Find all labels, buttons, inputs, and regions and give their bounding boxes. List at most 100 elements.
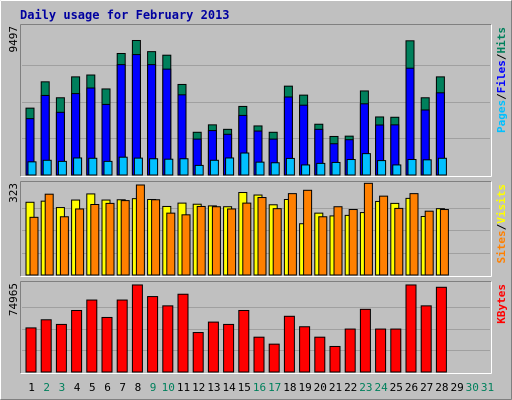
panel-traffic-legend: Pages/Files/Hits bbox=[495, 27, 508, 133]
bar-visits-day-9 bbox=[151, 199, 161, 276]
bar-pages-day-22 bbox=[346, 159, 356, 176]
bar-kbytes-day-7 bbox=[116, 299, 128, 373]
bar-pages-day-3 bbox=[57, 160, 67, 176]
bar-kbytes-day-28 bbox=[435, 286, 447, 373]
x-tick-label-day-21: 21 bbox=[329, 381, 342, 394]
bar-kbytes-day-14 bbox=[223, 323, 235, 373]
x-tick-label-day-25: 25 bbox=[390, 381, 403, 394]
x-tick-label-day-10: 10 bbox=[162, 381, 175, 394]
bar-pages-day-18 bbox=[285, 157, 295, 176]
bar-pages-day-23 bbox=[361, 153, 371, 176]
bar-kbytes-day-13 bbox=[207, 321, 219, 373]
bar-kbytes-day-19 bbox=[299, 326, 311, 373]
bar-visits-day-25 bbox=[394, 207, 404, 276]
bar-kbytes-day-10 bbox=[162, 305, 174, 373]
bar-kbytes-day-25 bbox=[390, 328, 402, 373]
x-tick-label-day-6: 6 bbox=[104, 381, 111, 394]
bar-visits-day-17 bbox=[272, 208, 282, 276]
bar-visits-day-22 bbox=[348, 209, 358, 276]
x-tick-label-day-11: 11 bbox=[177, 381, 190, 394]
bar-kbytes-day-3 bbox=[55, 323, 67, 373]
legend-entry: / bbox=[495, 223, 508, 230]
bar-pages-day-27 bbox=[422, 159, 432, 176]
x-tick-label-day-27: 27 bbox=[420, 381, 433, 394]
x-tick-label-day-12: 12 bbox=[192, 381, 205, 394]
bar-pages-day-17 bbox=[270, 162, 280, 176]
bar-pages-day-13 bbox=[209, 159, 219, 176]
bar-pages-day-7 bbox=[118, 156, 128, 176]
bar-pages-day-11 bbox=[179, 158, 189, 176]
legend-entry: Hits bbox=[495, 27, 508, 54]
bar-kbytes-day-16 bbox=[253, 336, 265, 373]
bar-pages-day-9 bbox=[149, 158, 159, 176]
x-tick-label-day-26: 26 bbox=[405, 381, 418, 394]
x-tick-label-day-15: 15 bbox=[238, 381, 251, 394]
x-tick-label-day-17: 17 bbox=[268, 381, 281, 394]
bar-visits-day-5 bbox=[90, 204, 100, 276]
bar-pages-day-12 bbox=[194, 164, 204, 176]
legend-entry: Files bbox=[495, 60, 508, 93]
bar-pages-day-15 bbox=[240, 152, 250, 176]
x-tick-label-day-9: 9 bbox=[150, 381, 157, 394]
bar-kbytes-day-5 bbox=[86, 299, 98, 373]
panel-visitors-max-label: 323 bbox=[7, 183, 20, 203]
bar-visits-day-3 bbox=[59, 216, 69, 276]
bar-pages-day-2 bbox=[42, 159, 52, 176]
bar-pages-day-26 bbox=[407, 159, 417, 176]
bar-kbytes-day-24 bbox=[375, 328, 387, 373]
bar-visits-day-27 bbox=[424, 210, 434, 276]
x-tick-label-day-4: 4 bbox=[74, 381, 81, 394]
bar-pages-day-10 bbox=[164, 158, 174, 176]
x-tick-label-day-24: 24 bbox=[374, 381, 388, 394]
bar-kbytes-day-1 bbox=[25, 327, 37, 373]
bar-visits-day-19 bbox=[303, 189, 313, 276]
panel-visitors-legend: Sites/Visits bbox=[495, 184, 508, 264]
x-tick-label-day-2: 2 bbox=[43, 381, 50, 394]
legend-entry: Pages bbox=[495, 100, 508, 133]
bar-pages-day-25 bbox=[392, 164, 402, 176]
x-tick-label-day-13: 13 bbox=[207, 381, 220, 394]
chart-title: Daily usage for February 2013 bbox=[20, 8, 230, 22]
bar-files-day-26 bbox=[405, 67, 415, 176]
bar-visits-day-7 bbox=[120, 200, 130, 276]
x-tick-label-day-8: 8 bbox=[135, 381, 142, 394]
x-tick-label-day-7: 7 bbox=[119, 381, 126, 394]
bar-pages-day-6 bbox=[103, 160, 113, 176]
bar-kbytes-day-22 bbox=[344, 328, 356, 373]
bar-kbytes-day-4 bbox=[71, 309, 83, 373]
x-tick-label-day-31: 31 bbox=[481, 381, 494, 394]
bar-pages-day-8 bbox=[133, 157, 143, 176]
bar-files-day-8 bbox=[131, 54, 141, 176]
bar-kbytes-day-6 bbox=[101, 316, 113, 373]
bar-pages-day-24 bbox=[377, 160, 387, 176]
bar-pages-day-14 bbox=[225, 157, 235, 176]
bar-pages-day-1 bbox=[27, 161, 37, 176]
bar-kbytes-day-27 bbox=[420, 305, 432, 373]
bar-kbytes-day-11 bbox=[177, 293, 189, 373]
legend-entry: / bbox=[495, 93, 508, 100]
x-tick-label-day-19: 19 bbox=[298, 381, 311, 394]
bar-visits-day-10 bbox=[166, 212, 176, 276]
legend-entry: / bbox=[495, 53, 508, 60]
bar-pages-day-21 bbox=[331, 161, 341, 176]
legend-entry: Visits bbox=[495, 184, 508, 224]
x-tick-label-day-28: 28 bbox=[435, 381, 448, 394]
bar-pages-day-19 bbox=[301, 164, 311, 176]
panel-traffic-max-label: 9497 bbox=[7, 26, 20, 53]
x-tick-label-day-18: 18 bbox=[283, 381, 296, 394]
bar-visits-day-28 bbox=[439, 209, 449, 276]
legend-entry: Sites bbox=[495, 230, 508, 263]
bar-pages-day-5 bbox=[88, 157, 98, 176]
x-tick-label-day-22: 22 bbox=[344, 381, 357, 394]
bar-kbytes-day-20 bbox=[314, 336, 326, 373]
x-tick-label-day-3: 3 bbox=[59, 381, 66, 394]
bar-visits-day-6 bbox=[105, 202, 115, 276]
bar-visits-day-12 bbox=[196, 205, 206, 276]
x-tick-label-day-14: 14 bbox=[222, 381, 236, 394]
bar-kbytes-day-23 bbox=[359, 308, 371, 373]
bar-visits-day-1 bbox=[29, 216, 39, 276]
bar-visits-day-24 bbox=[379, 195, 389, 276]
legend-entry: KBytes bbox=[495, 284, 508, 324]
